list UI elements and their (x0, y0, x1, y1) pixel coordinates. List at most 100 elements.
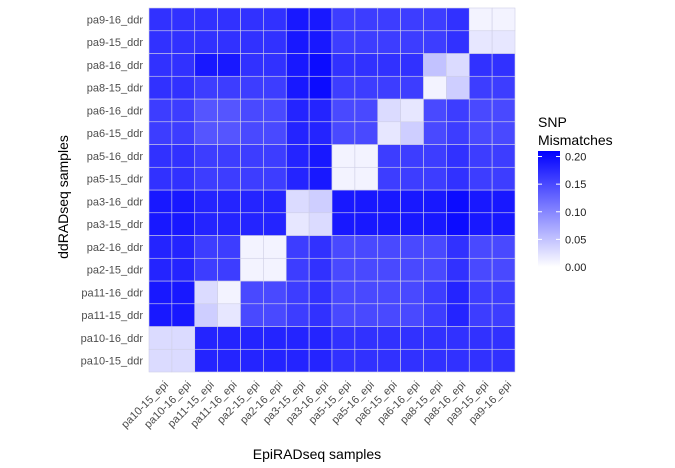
heatmap-cell (491, 144, 516, 168)
heatmap-cell (263, 166, 287, 191)
heatmap-cell (423, 326, 447, 350)
heatmap-cell (171, 75, 196, 100)
heatmap-cell (423, 212, 447, 236)
heatmap-cell (468, 235, 493, 259)
heatmap-cell (285, 280, 310, 305)
heatmap-cell (263, 189, 287, 214)
heatmap-cell (263, 144, 287, 168)
heatmap-cell (400, 121, 424, 145)
heatmap-cell (354, 303, 379, 327)
heatmap-cell (308, 121, 333, 145)
heatmap-cell (331, 98, 356, 123)
heatmap-cell (354, 53, 379, 77)
heatmap-cell (194, 280, 218, 305)
heatmap-cell (491, 212, 516, 236)
heatmap-cell (217, 348, 241, 373)
heatmap-cell (377, 348, 401, 373)
heatmap-cell (217, 257, 241, 282)
heatmap-cell (217, 75, 241, 100)
heatmap-cell (171, 348, 196, 373)
heatmap-cell (331, 326, 356, 350)
heatmap-cell (263, 257, 287, 282)
y-tick-label: pa6-15_ddr (87, 128, 144, 140)
heatmap-cell (423, 121, 447, 145)
legend-tick-label: 0.10 (565, 207, 586, 219)
heatmap-cell (240, 144, 264, 168)
heatmap-cell (148, 7, 173, 32)
heatmap-cell (377, 326, 401, 350)
heatmap-cell (171, 189, 196, 214)
heatmap-cell (148, 212, 173, 236)
heatmap-cell (217, 53, 241, 77)
heatmap-cell (468, 303, 493, 327)
heatmap-cell (491, 166, 516, 191)
heatmap-cell (331, 30, 356, 54)
heatmap-cell (263, 303, 287, 327)
heatmap-cell (240, 30, 264, 54)
heatmap-cell (423, 7, 447, 32)
heatmap-cell (491, 7, 516, 32)
heatmap-cell (285, 75, 310, 100)
x-axis-title: EpiRADseq samples (253, 446, 381, 462)
heatmap-cell (217, 7, 241, 32)
heatmap-cell (423, 144, 447, 168)
heatmap-cell (377, 121, 401, 145)
heatmap-cell (400, 75, 424, 100)
heatmap-cell (171, 121, 196, 145)
heatmap-cell (446, 348, 470, 373)
y-tick-label: pa3-15_ddr (87, 219, 144, 231)
heatmap-cell (400, 348, 424, 373)
heatmap-cell (468, 7, 493, 32)
heatmap-cell (308, 30, 333, 54)
heatmap-cell (217, 326, 241, 350)
heatmap-cell (263, 326, 287, 350)
heatmap-cell (377, 144, 401, 168)
heatmap-cell (377, 280, 401, 305)
heatmap-cell (491, 75, 516, 100)
heatmap-cell (468, 348, 493, 373)
heatmap-cell (194, 212, 218, 236)
heatmap-cell (491, 280, 516, 305)
heatmap-cell (400, 30, 424, 54)
heatmap-cell (400, 280, 424, 305)
heatmap-cell (308, 257, 333, 282)
y-tick-label: pa9-15_ddr (87, 37, 144, 49)
heatmap-cell (423, 30, 447, 54)
y-tick-label: pa10-15_ddr (81, 356, 144, 368)
heatmap-cell (446, 53, 470, 77)
heatmap-cell (446, 212, 470, 236)
heatmap-cell (491, 348, 516, 373)
heatmap-cell (331, 7, 356, 32)
heatmap-cell (354, 75, 379, 100)
heatmap-cell (217, 30, 241, 54)
heatmap-cell (308, 166, 333, 191)
heatmap-cell (423, 257, 447, 282)
legend-tick-label: 0.20 (565, 152, 586, 164)
heatmap-cell (194, 53, 218, 77)
y-tick-label: pa9-16_ddr (87, 14, 144, 26)
heatmap-cell (377, 98, 401, 123)
heatmap-cell (308, 303, 333, 327)
heatmap-cell (354, 189, 379, 214)
heatmap-cell (331, 303, 356, 327)
heatmap-cell (377, 7, 401, 32)
heatmap-cell (423, 189, 447, 214)
heatmap-cell (285, 166, 310, 191)
heatmap-cell (423, 98, 447, 123)
heatmap-cell (331, 75, 356, 100)
y-tick-label: pa3-16_ddr (87, 196, 144, 208)
heatmap-cell (240, 235, 264, 259)
color-legend: SNP Mismatches 0.20 0.15 0.10 0.05 0.00 (538, 114, 613, 274)
heatmap-cell (446, 30, 470, 54)
heatmap-cell (171, 280, 196, 305)
heatmap-cell (263, 348, 287, 373)
heatmap-cell (468, 326, 493, 350)
heatmap-cell (491, 121, 516, 145)
heatmap-cell (263, 121, 287, 145)
heatmap-cell (148, 326, 173, 350)
heatmap-cell (446, 303, 470, 327)
heatmap-cell (423, 348, 447, 373)
legend-ticks: 0.20 0.15 0.10 0.05 0.00 (538, 152, 586, 274)
heatmap-cell (468, 30, 493, 54)
heatmap-cell (194, 7, 218, 32)
